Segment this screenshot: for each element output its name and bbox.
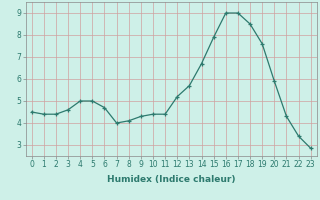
X-axis label: Humidex (Indice chaleur): Humidex (Indice chaleur) — [107, 175, 236, 184]
